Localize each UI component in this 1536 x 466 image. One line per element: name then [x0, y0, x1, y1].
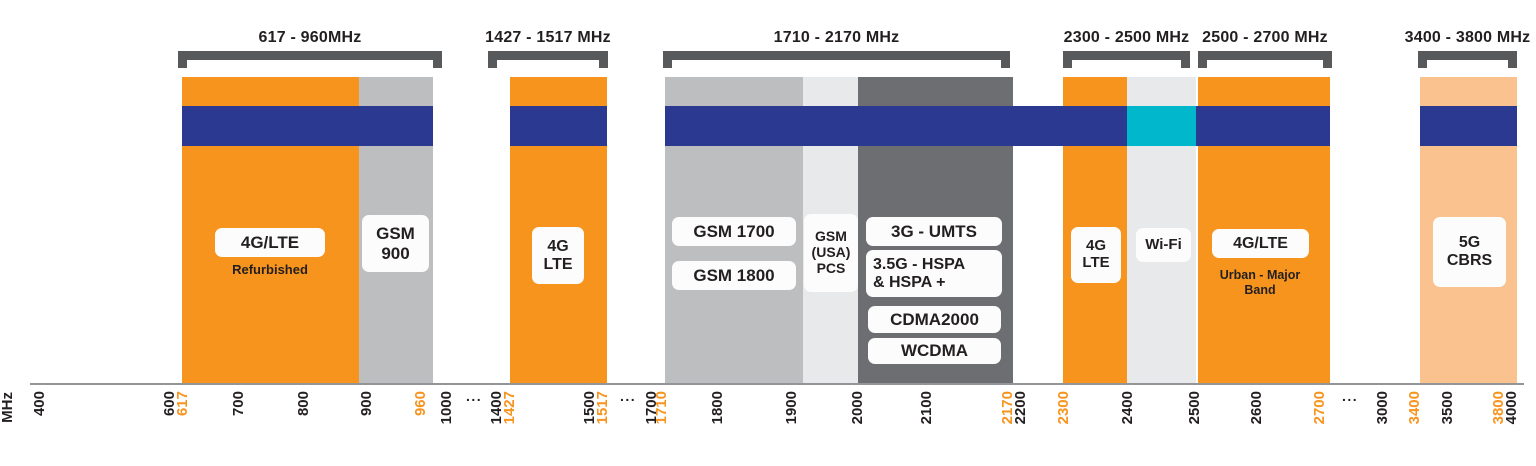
label-5g-cbrs-line: CBRS	[1446, 252, 1493, 269]
caption-urban-major-band-line: Urban - Major	[1219, 268, 1301, 282]
label-gsm-900-line: 900	[381, 243, 410, 263]
range-bracket	[1418, 51, 1517, 68]
caption-refurbished-line: Refurbished	[232, 262, 308, 277]
range-bracket	[663, 51, 1010, 68]
overlay-stripe-cyan	[1127, 106, 1196, 146]
label-4g-lte-refurbished-line: 4G/LTE	[240, 232, 300, 252]
range-bracket-label: 617 - 960MHz	[258, 29, 362, 46]
axis-tick-label: 2200	[1012, 391, 1029, 425]
caption-urban-major-band-line: Band	[1244, 283, 1276, 297]
label-4g-lte-1427-line: 4G	[547, 237, 569, 255]
axis-tick-label: 2400	[1119, 391, 1136, 425]
axis-tick-label: 1900	[783, 391, 800, 425]
label-gsm-usa-pcs-line: PCS	[816, 259, 846, 276]
label-3g-umts: 3G - UMTS	[866, 217, 1002, 246]
label-gsm-900: GSM 900	[362, 215, 429, 272]
label-3-5g-hspa: 3.5G - HSPA & HSPA +	[866, 250, 1002, 297]
label-4g-lte-refurbished: 4G/LTE	[215, 228, 325, 257]
axis-tick-label: 2300	[1055, 391, 1072, 425]
label-4g-lte-2500: 4G/LTE	[1212, 229, 1309, 258]
axis-break-dots: ...	[620, 388, 637, 404]
caption-refurbished: Refurbished	[232, 262, 308, 278]
label-gsm-1700: GSM 1700	[672, 217, 796, 246]
range-bracket-label: 3400 - 3800 MHz	[1404, 29, 1531, 46]
axis-tick-label: 3400	[1406, 391, 1423, 425]
axis-tick-label: 700	[230, 391, 247, 417]
range-bracket	[178, 51, 442, 68]
axis-tick-label: 1427	[501, 391, 518, 425]
overlay-stripe-blue	[1196, 106, 1330, 146]
caption-urban-major-band: Urban - Major Band	[1220, 268, 1301, 298]
label-gsm-usa-pcs-line: GSM	[815, 228, 847, 245]
axis-break-dots: ...	[1342, 388, 1359, 404]
overlay-stripe-blue	[665, 106, 1127, 146]
label-gsm-usa-pcs-line: (USA)	[811, 244, 851, 261]
label-3g-umts-line: 3G - UMTS	[891, 221, 977, 241]
label-5g-cbrs-line: 5G	[1458, 234, 1481, 252]
label-gsm-1800-line: GSM 1800	[693, 265, 775, 285]
axis-tick-label: 2700	[1311, 391, 1328, 425]
label-4g-lte-2300-line: LTE	[1082, 254, 1110, 271]
range-bracket	[488, 51, 608, 68]
overlay-stripe-blue	[510, 106, 607, 146]
label-wcdma-line: WCDMA	[900, 341, 969, 361]
range-bracket	[1198, 51, 1332, 68]
range-bracket	[1063, 51, 1190, 68]
label-3-5g-hspa-line: 3.5G - HSPA	[873, 255, 966, 273]
label-wifi: Wi-Fi	[1136, 228, 1191, 262]
axis-line	[30, 383, 1524, 385]
axis-tick-label: 400	[31, 391, 48, 417]
label-4g-lte-1427: 4G LTE	[532, 227, 584, 284]
label-wcdma: WCDMA	[868, 338, 1001, 364]
overlay-stripe-blue	[182, 106, 433, 146]
axis-tick-label: 800	[295, 391, 312, 417]
axis-unit-label: MHz	[0, 392, 16, 423]
label-cdma2000-line: CDMA2000	[890, 309, 979, 329]
axis-tick-label: 900	[358, 391, 375, 417]
overlay-stripe-blue	[1420, 106, 1517, 146]
label-wifi-line: Wi-Fi	[1145, 235, 1182, 253]
axis-tick-label: 2500	[1186, 391, 1203, 425]
label-5g-cbrs: 5G CBRS	[1433, 217, 1506, 287]
axis-tick-label: 2100	[918, 391, 935, 425]
label-4g-lte-1427-line: LTE	[543, 255, 573, 273]
range-bracket-label: 2300 - 2500 MHz	[1063, 29, 1190, 46]
axis-tick-label: 3500	[1439, 391, 1456, 425]
axis-tick-label: 1710	[653, 391, 670, 425]
range-bracket-label: 1710 - 2170 MHz	[773, 29, 900, 46]
axis-tick-label: 4000	[1503, 391, 1520, 425]
axis-tick-label: 960	[412, 391, 429, 417]
axis-tick-label: 1000	[438, 391, 455, 425]
range-bracket-label: 2500 - 2700 MHz	[1202, 29, 1328, 46]
label-gsm-usa-pcs: GSM (USA) PCS	[804, 214, 858, 292]
axis-tick-label: 617	[174, 391, 191, 417]
label-4g-lte-2300-line: 4G	[1085, 237, 1106, 255]
axis-tick-label: 3000	[1374, 391, 1391, 425]
label-cdma2000: CDMA2000	[868, 306, 1001, 333]
range-bracket-label: 1427 - 1517 MHz	[485, 29, 611, 46]
label-gsm-1700-line: GSM 1700	[693, 221, 775, 241]
axis-tick-label: 2000	[849, 391, 866, 425]
label-gsm-1800: GSM 1800	[672, 261, 796, 290]
axis-tick-label: 1800	[709, 391, 726, 425]
label-gsm-900-line: GSM	[376, 224, 415, 244]
label-4g-lte-2300: 4G LTE	[1071, 227, 1121, 283]
label-4g-lte-2500-line: 4G/LTE	[1233, 234, 1288, 252]
label-3-5g-hspa-line: & HSPA +	[873, 273, 946, 291]
axis-tick-label: 2600	[1248, 391, 1265, 425]
axis-tick-label: 1517	[594, 391, 611, 425]
axis-break-dots: ...	[466, 388, 483, 404]
